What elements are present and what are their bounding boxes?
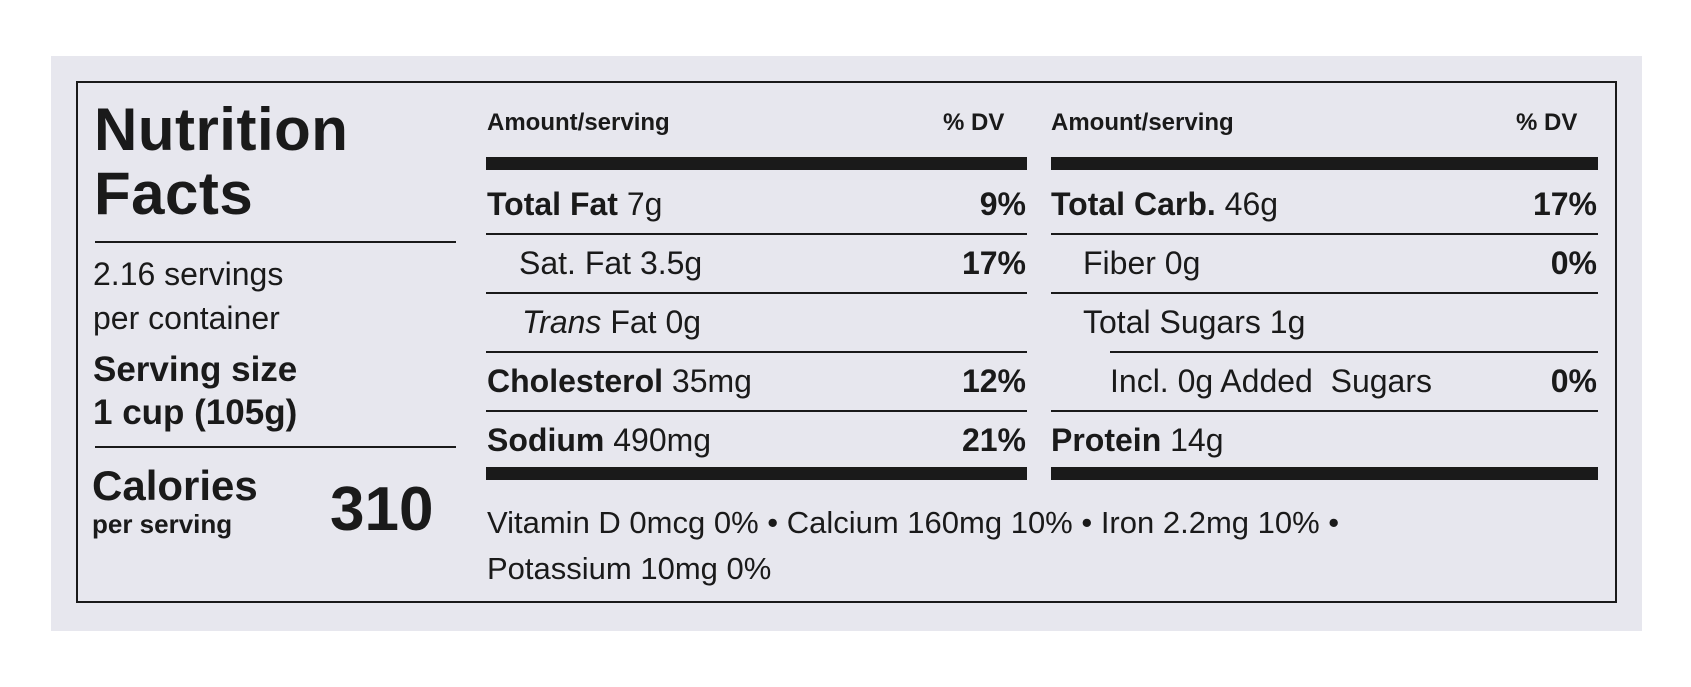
dv-sat-fat: 17% (961, 245, 1026, 281)
nutrient-row-added-sugars: Incl. 0g Added Sugars (1110, 363, 1432, 399)
thick-divider (486, 157, 1027, 170)
divider (1051, 410, 1598, 412)
serving-size-label: Serving size (93, 350, 298, 389)
title-line1: Nutrition (94, 96, 349, 163)
left-header-dv: % DV (943, 109, 1005, 136)
divider (95, 446, 456, 448)
dv-total-carb: 17% (1532, 186, 1597, 222)
vitamins-line2: Potassium 10mg 0% (487, 551, 772, 586)
calories-sub: per serving (92, 509, 233, 539)
title-line2: Facts (94, 160, 254, 227)
nutrient-row-total-fat: Total Fat 7g (487, 186, 663, 222)
nutrient-row-cholesterol: Cholesterol 35mg (487, 363, 752, 399)
nutrient-row-total-carb: Total Carb. 46g (1051, 186, 1279, 222)
nutrient-row-fiber: Fiber 0g (1083, 245, 1201, 281)
divider (1110, 351, 1598, 353)
divider (486, 351, 1027, 353)
serving-size-value: 1 cup (105g) (93, 393, 298, 432)
thick-divider (1051, 467, 1598, 480)
calories-value: 310 (330, 475, 434, 544)
calories-label: Calories (92, 462, 258, 509)
nutrient-row-sodium: Sodium 490mg (487, 422, 712, 458)
nutrition-facts-frame (76, 81, 1617, 603)
dv-fiber: 0% (1550, 245, 1597, 281)
divider (486, 292, 1027, 294)
label-panel (51, 56, 1642, 631)
nutrient-row-sat-fat: Sat. Fat 3.5g (519, 245, 703, 281)
servings-line1: 2.16 servings (93, 256, 284, 292)
divider (1051, 292, 1598, 294)
left-header-amount: Amount/serving (487, 109, 670, 136)
nutrient-row-total-sugars: Total Sugars 1g (1083, 304, 1306, 340)
servings-line2: per container (93, 300, 280, 336)
dv-cholesterol: 12% (961, 363, 1026, 399)
divider (486, 233, 1027, 235)
divider (486, 410, 1027, 412)
nutrient-row-protein: Protein 14g (1051, 422, 1224, 458)
nutrient-row-trans-fat: Trans Fat 0g (522, 304, 702, 340)
thick-divider (1051, 157, 1598, 170)
divider (1051, 233, 1598, 235)
dv-sodium: 21% (961, 422, 1026, 458)
thick-divider (486, 467, 1027, 480)
divider (95, 241, 456, 243)
right-header-amount: Amount/serving (1051, 109, 1234, 136)
dv-added-sugars: 0% (1550, 363, 1597, 399)
right-header-dv: % DV (1516, 109, 1578, 136)
dv-total-fat: 9% (979, 186, 1026, 222)
vitamins-line1: Vitamin D 0mcg 0% • Calcium 160mg 10% • … (487, 505, 1340, 540)
